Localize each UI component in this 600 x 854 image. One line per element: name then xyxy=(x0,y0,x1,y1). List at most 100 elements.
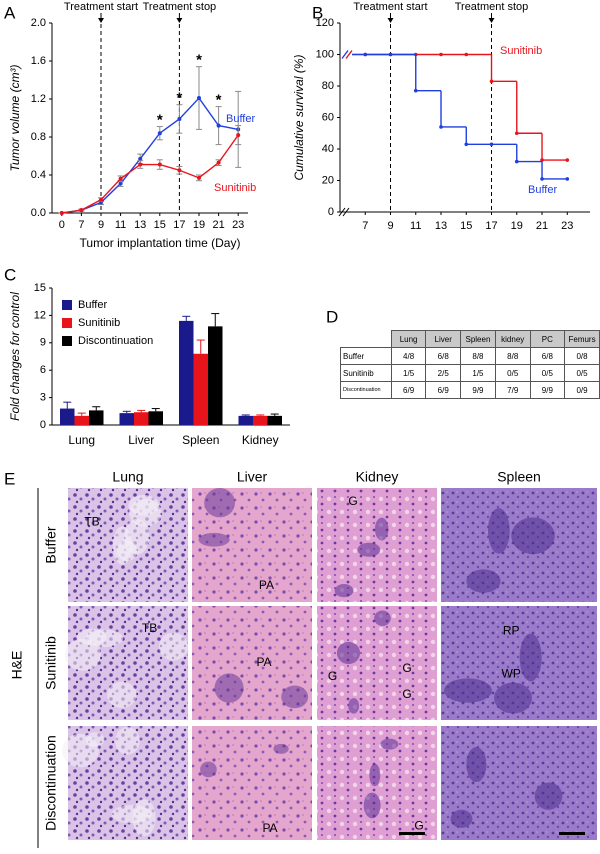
tissue-region xyxy=(128,499,162,527)
column-header: Liver xyxy=(425,330,462,348)
point xyxy=(236,133,241,138)
x-tick-label: 17 xyxy=(485,220,497,232)
y-tick-label: 20 xyxy=(322,174,334,186)
tissue-label: PA xyxy=(259,578,274,592)
bar xyxy=(74,415,89,425)
row-heading: Buffer xyxy=(43,526,59,563)
tissue-region xyxy=(336,641,361,665)
panel-letter: B xyxy=(312,3,323,22)
tissue-label: PA xyxy=(256,655,271,669)
y-tick-label: 40 xyxy=(322,143,334,155)
tissue-label: G xyxy=(402,661,411,675)
bar xyxy=(238,415,253,425)
column-heading: Lung xyxy=(112,469,143,485)
column-header: PC xyxy=(529,330,566,348)
point xyxy=(59,211,64,215)
tissue-region xyxy=(204,488,236,518)
bar xyxy=(148,411,163,425)
table-row: Buffer 4/8 6/8 8/8 8/8 6/8 0/8 xyxy=(340,347,600,365)
point xyxy=(565,158,570,162)
series-label: Buffer xyxy=(528,184,557,196)
y-tick-label: 80 xyxy=(322,80,334,92)
tissue-region xyxy=(64,638,101,671)
tissue-label: RP xyxy=(503,623,520,637)
significance-mark: * xyxy=(196,52,202,69)
tissue-region xyxy=(281,685,309,709)
error-bar xyxy=(270,413,279,416)
error-bar xyxy=(241,414,250,416)
series-label: Sunitinib xyxy=(214,182,256,194)
y-tick-label: 9 xyxy=(40,337,46,349)
x-tick-label: 19 xyxy=(193,219,205,231)
table-cell: 0/5 xyxy=(564,364,600,382)
x-tick-label: 0 xyxy=(59,219,65,231)
error-bar xyxy=(92,406,101,411)
y-tick-label: 0.8 xyxy=(31,131,46,143)
bar xyxy=(89,410,104,425)
y-axis-label: Tumor volume (cm³) xyxy=(8,64,22,171)
arrow-head xyxy=(488,18,495,23)
y-tick-label: 1.2 xyxy=(31,93,46,105)
row-heading: Sunitinib xyxy=(43,636,59,690)
tissue-region xyxy=(374,610,391,626)
table-cell: 6/8 xyxy=(425,347,462,365)
significance-mark: * xyxy=(216,92,222,109)
tissue-region xyxy=(348,698,360,714)
tissue-region xyxy=(115,727,140,755)
tissue-region xyxy=(111,805,152,824)
point xyxy=(565,177,570,181)
tissue-region xyxy=(444,678,492,703)
table-cell: 1/5 xyxy=(390,364,427,382)
table-cell: 1/5 xyxy=(460,364,496,382)
x-tick-label: 23 xyxy=(232,219,244,231)
micrograph xyxy=(317,606,437,720)
point xyxy=(514,159,519,164)
bar xyxy=(253,415,268,425)
point xyxy=(99,197,103,202)
tissue-region xyxy=(85,732,105,747)
y-tick-label: 15 xyxy=(34,282,46,294)
point xyxy=(197,96,201,101)
panel-letter: A xyxy=(4,3,16,22)
bar xyxy=(60,408,75,425)
point xyxy=(197,175,201,180)
treatment-label: Treatment start xyxy=(353,1,427,13)
axis-break xyxy=(338,207,346,217)
point xyxy=(489,142,494,147)
panel-letter: D xyxy=(326,307,338,326)
table-cell: 9/9 xyxy=(529,381,566,399)
y-axis-label: Cumulative survival (%) xyxy=(292,54,306,180)
error-bar xyxy=(182,315,191,321)
legend-label: Discontinuation xyxy=(78,335,153,347)
x-tick-label: 7 xyxy=(78,219,84,231)
x-tick-label: 13 xyxy=(134,219,146,231)
tissue-region xyxy=(519,633,542,682)
point xyxy=(464,52,469,57)
x-tick-label: 19 xyxy=(511,220,523,232)
tissue-label: TB xyxy=(84,514,99,528)
error-bar xyxy=(122,410,131,414)
tissue-region xyxy=(363,792,381,819)
metastasis-table: Lung Liver Spleen kidney PC Femurs Buffer 4/8 6/… xyxy=(340,330,600,399)
point xyxy=(157,162,162,167)
x-axis-label: Tumor implantation time (Day) xyxy=(80,236,241,250)
y-tick-label: 1.6 xyxy=(31,55,46,67)
column-header: Femurs xyxy=(564,330,600,348)
tissue-label: TB xyxy=(142,621,157,635)
legend-swatch xyxy=(62,336,72,346)
tissue-region xyxy=(124,518,150,555)
series-line xyxy=(61,134,239,214)
point xyxy=(439,125,443,129)
tissue-region xyxy=(158,632,189,661)
tissue-label: WP xyxy=(502,667,521,681)
column-header: kidney xyxy=(494,330,531,348)
table-row: Discontinuation 6/9 6/9 9/9 7/9 9/9 0/9 xyxy=(340,381,600,399)
treatment-label: Treatment stop xyxy=(455,1,529,13)
arrow-head xyxy=(98,18,104,23)
scale-bar xyxy=(559,832,585,835)
point xyxy=(216,160,221,165)
bar xyxy=(119,413,134,425)
tissue-region xyxy=(357,542,381,557)
y-tick-label: 0.0 xyxy=(31,207,46,219)
